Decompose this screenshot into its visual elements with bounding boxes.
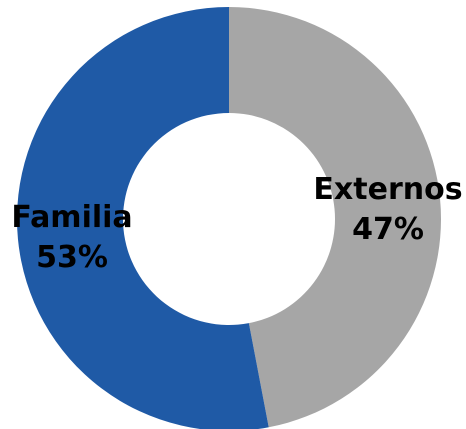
slice-value-externos: 47%: [352, 212, 424, 247]
slice-familia: [17, 7, 269, 429]
slice-labels: Externos 47% Familia 53%: [11, 172, 462, 275]
slice-externos: [229, 7, 442, 428]
slice-label-familia: Familia: [11, 200, 132, 235]
donut-slices: [17, 7, 442, 429]
slice-value-familia: 53%: [36, 240, 108, 275]
slice-label-externos: Externos: [313, 172, 462, 207]
